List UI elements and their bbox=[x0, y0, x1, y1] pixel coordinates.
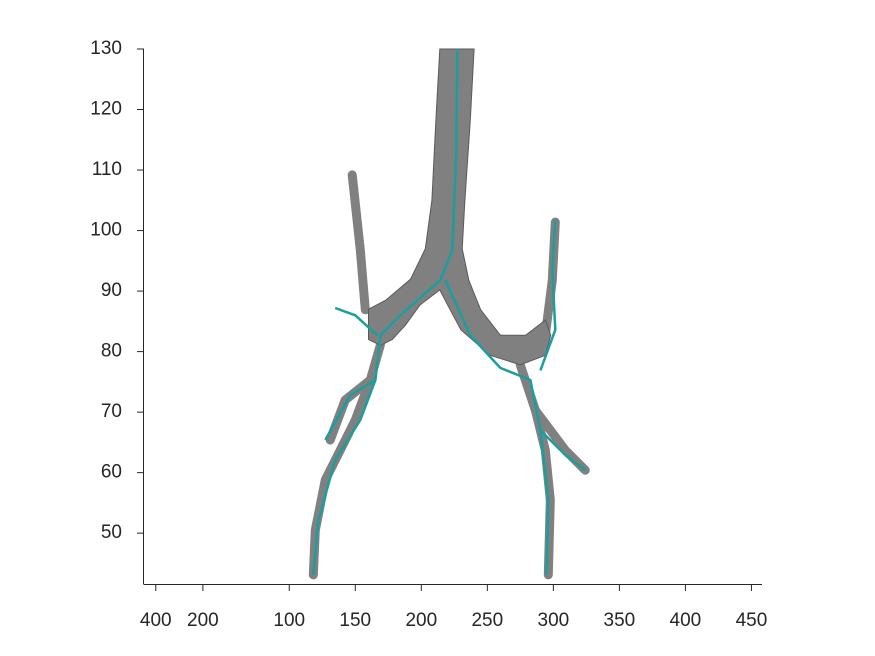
y-tick-label: 90 bbox=[101, 280, 122, 301]
centerline bbox=[312, 48, 459, 576]
airway-branch bbox=[515, 360, 555, 580]
x-tick-label: 200 bbox=[405, 610, 437, 631]
y-tick-label: 130 bbox=[90, 38, 122, 59]
y-tick-label: 70 bbox=[101, 401, 122, 422]
y-tick-label: 60 bbox=[101, 462, 122, 483]
airway-trunk bbox=[368, 48, 552, 366]
airway-branch bbox=[530, 405, 590, 475]
x-tick-label: 400 bbox=[670, 610, 702, 631]
x-tick-label: 150 bbox=[339, 610, 371, 631]
centerline bbox=[444, 279, 550, 575]
z-tick-label: 400 bbox=[140, 610, 172, 631]
x-tick-label: 250 bbox=[471, 610, 503, 631]
airway-branch bbox=[325, 375, 375, 445]
x-tick-label: 450 bbox=[736, 610, 768, 631]
centerline bbox=[334, 306, 379, 337]
y-tick-label: 110 bbox=[92, 159, 122, 180]
y-tick-label: 80 bbox=[101, 341, 122, 362]
centerline bbox=[539, 429, 587, 472]
x-tick-label: 300 bbox=[538, 610, 570, 631]
centerline bbox=[539, 220, 557, 371]
y-tick-label: 120 bbox=[90, 99, 122, 120]
x-tick-label: 100 bbox=[273, 610, 305, 631]
y-tick-label: 50 bbox=[101, 522, 122, 543]
centerline bbox=[324, 378, 377, 441]
z-tick-label: 200 bbox=[187, 610, 219, 631]
x-tick-label: 350 bbox=[604, 610, 636, 631]
airway-branch bbox=[347, 170, 370, 315]
y-tick-label: 100 bbox=[90, 220, 122, 241]
